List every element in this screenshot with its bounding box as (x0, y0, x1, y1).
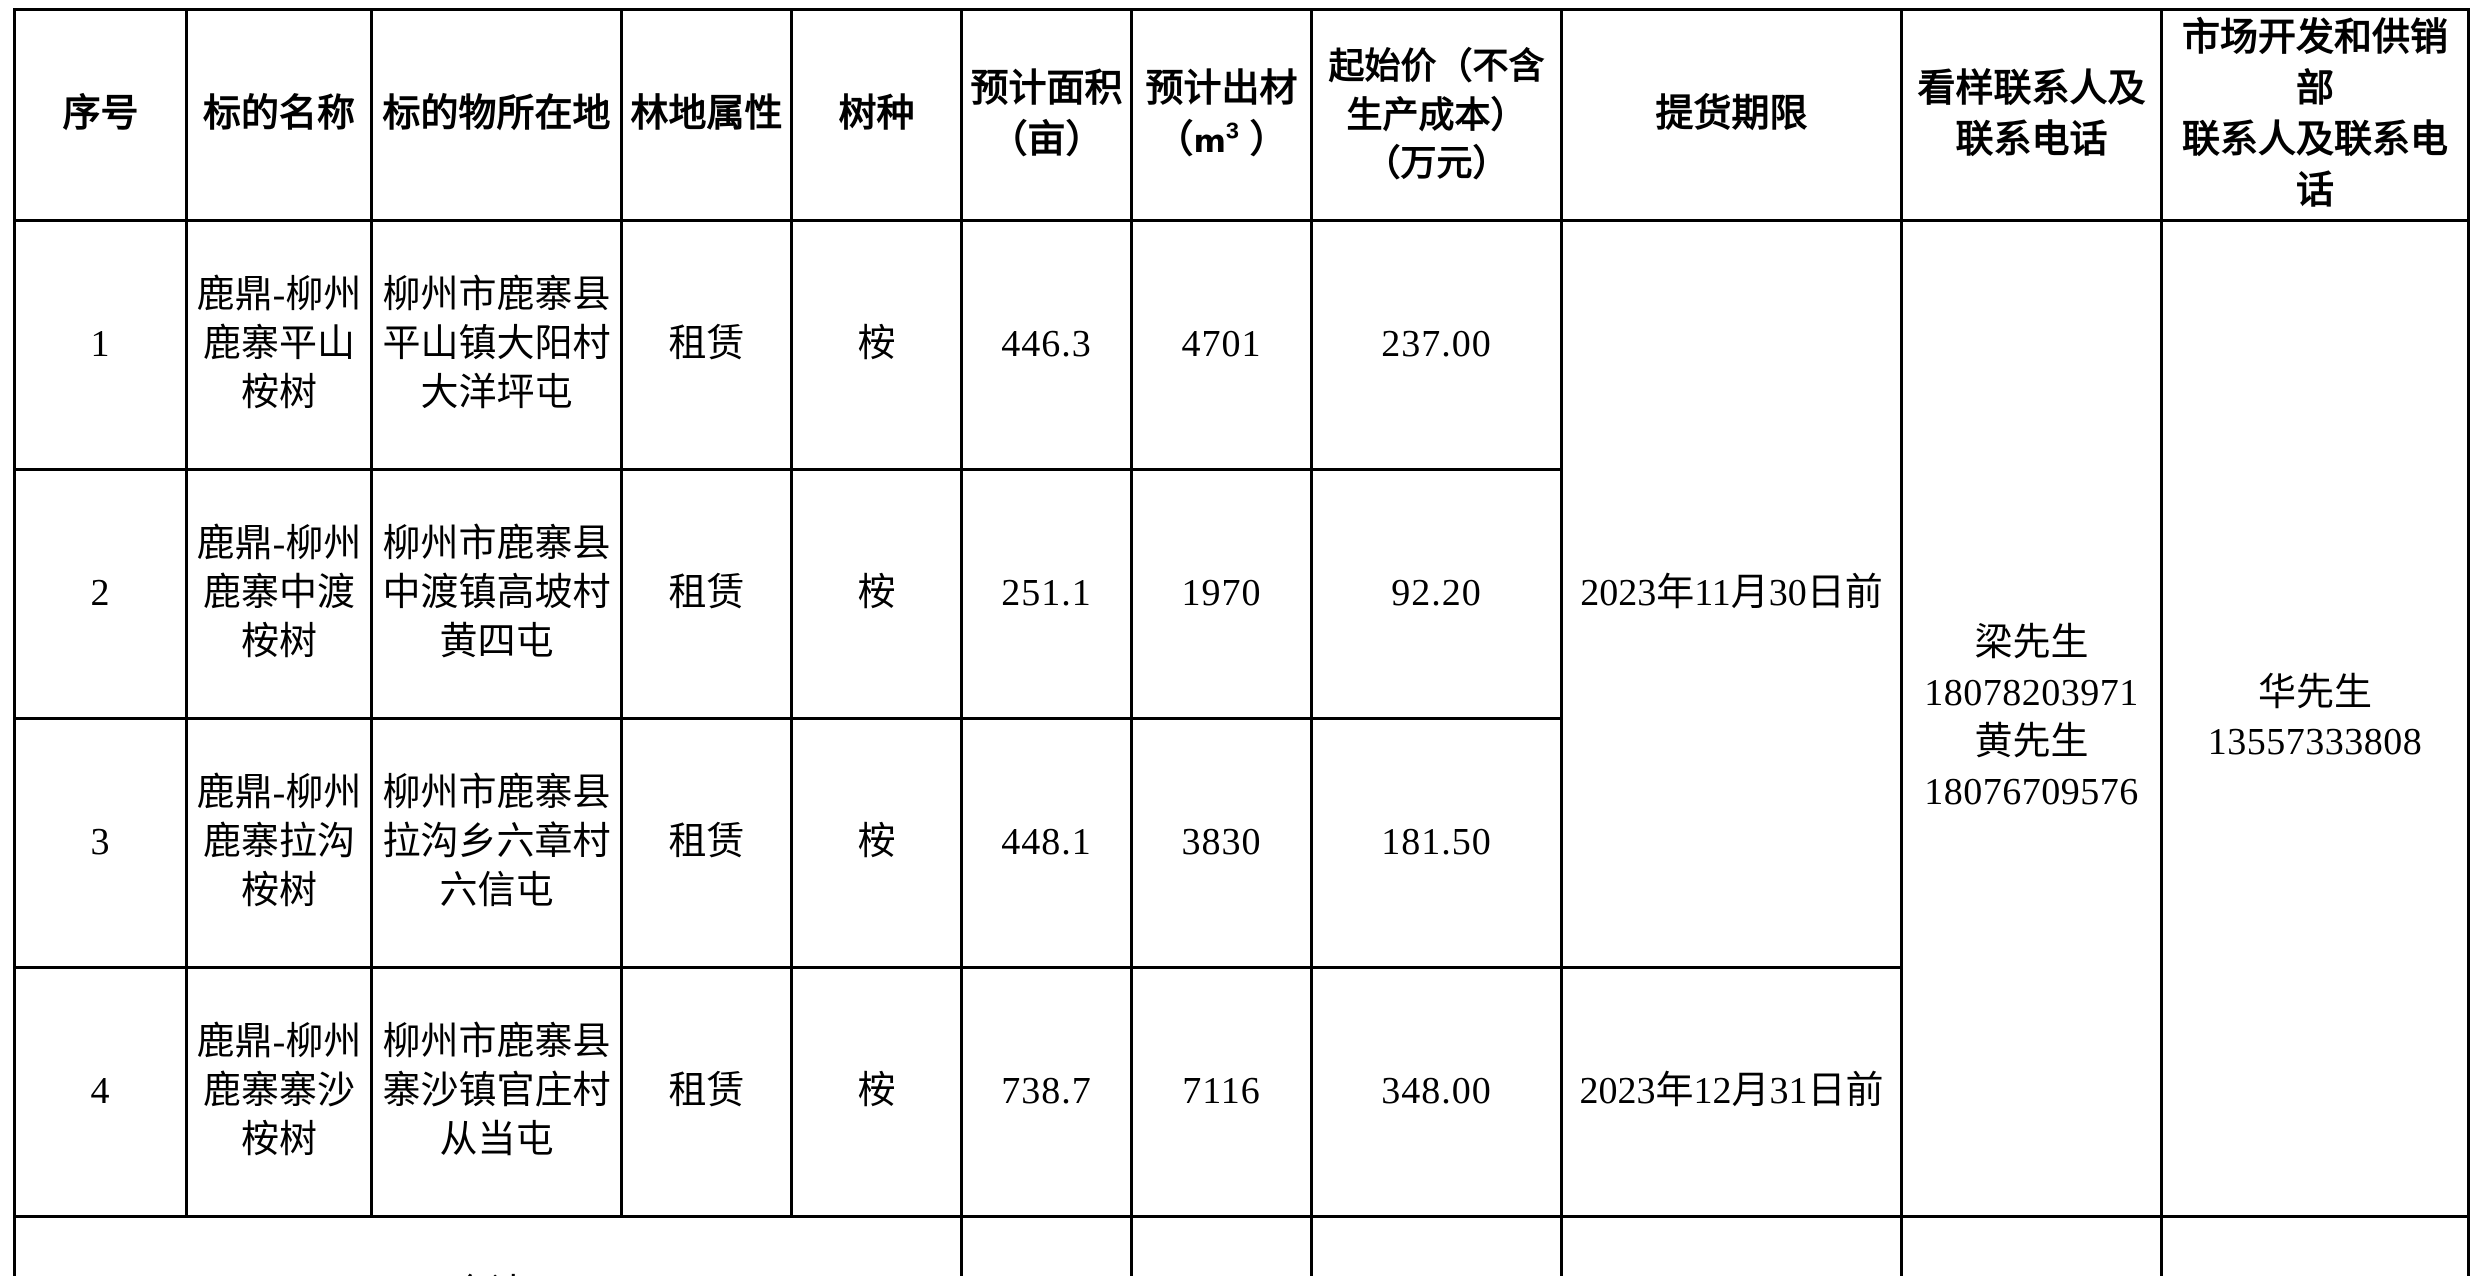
cell-lot-name: 鹿鼎-柳州鹿寨平山桉树 (185, 218, 373, 471)
total-market-contact-empty (2160, 1214, 2470, 1276)
table-row: 4 鹿鼎-柳州鹿寨寨沙桉树 柳州市鹿寨县寨沙镇官庄村从当屯 租赁 桉 738.7… (13, 965, 2469, 1218)
cell-estimated-volume: 4701 (1130, 218, 1313, 471)
viewing-contact-2-name: 黄先生 (1974, 721, 2089, 764)
header-viewing-line2: 联系电话 (1955, 118, 2108, 161)
table-total-row: 合计 1884.2 17617 858.7 (13, 1214, 2470, 1276)
cell-seq: 4 (13, 965, 188, 1218)
viewing-contact-1-name: 梁先生 (1974, 622, 2089, 665)
viewing-contact-1-phone: 18078203971 (1924, 671, 2139, 714)
header-cell-delivery-deadline: 提货期限 (1560, 8, 1903, 222)
header-area-line2: （亩） (989, 118, 1104, 161)
market-contact-name: 华先生 (2257, 671, 2372, 714)
cell-viewing-contact: 梁先生 18078203971 黄先生 18076709576 (1900, 218, 2163, 1218)
cell-lot-name: 鹿鼎-柳州鹿寨拉沟桉树 (185, 716, 373, 969)
cell-location: 柳州市鹿寨县寨沙镇官庄村从当屯 (370, 965, 623, 1218)
header-market-line2: 联系人及联系电话 (2181, 118, 2448, 212)
cell-lot-name: 鹿鼎-柳州鹿寨寨沙桉树 (185, 965, 373, 1218)
header-price-line3: （万元） (1364, 141, 1509, 183)
cell-tree-species: 桉 (790, 716, 963, 969)
header-volume-unit: m (1193, 123, 1226, 160)
header-price-line1: 起始价（不含 (1328, 45, 1545, 87)
total-start-price: 858.7 (1310, 1214, 1563, 1276)
cell-lot-name: 鹿鼎-柳州鹿寨中渡桉树 (185, 467, 373, 720)
cell-estimated-area: 738.7 (960, 965, 1133, 1218)
table-row: 3 鹿鼎-柳州鹿寨拉沟桉树 柳州市鹿寨县拉沟乡六章村六信屯 租赁 桉 448.1… (13, 716, 2469, 969)
total-viewing-contact-empty (1900, 1214, 2163, 1276)
header-cell-start-price: 起始价（不含 生产成本） （万元） (1310, 8, 1563, 222)
header-price-line2: 生产成本） (1346, 93, 1527, 135)
header-cell-estimated-area: 预计面积 （亩） (960, 8, 1133, 222)
cell-delivery-deadline-row-4: 2023年12月31日前 (1560, 965, 1903, 1218)
header-area-line1: 预计面积 (970, 67, 1123, 110)
header-cell-name: 标的名称 (185, 8, 373, 222)
cell-estimated-volume: 3830 (1130, 716, 1313, 969)
cell-land-attribute: 租赁 (620, 965, 793, 1218)
header-market-line1: 市场开发和供销部 (2181, 17, 2448, 110)
cell-land-attribute: 租赁 (620, 467, 793, 720)
cell-land-attribute: 租赁 (620, 218, 793, 471)
cell-estimated-area: 251.1 (960, 467, 1133, 720)
cell-estimated-volume: 1970 (1130, 467, 1313, 720)
forest-lot-table: 序号 标的名称 标的物所在地 林地属性 树种 预计面积 （亩） 预计出材 （m3… (13, 8, 2470, 1276)
header-volume-paren-open: （ (1155, 118, 1194, 161)
market-contact-phone: 13557333808 (2207, 721, 2423, 764)
header-viewing-line1: 看样联系人及 (1917, 67, 2146, 110)
viewing-contact-2-phone: 18076709576 (1924, 770, 2139, 813)
cell-start-price: 237.00 (1310, 218, 1563, 471)
header-cell-viewing-contact: 看样联系人及 联系电话 (1900, 8, 2163, 222)
header-cell-seq: 序号 (13, 8, 188, 222)
cell-estimated-area: 446.3 (960, 218, 1133, 471)
cell-seq: 2 (13, 467, 188, 720)
header-cell-land-attribute: 林地属性 (620, 8, 793, 222)
cell-estimated-area: 448.1 (960, 716, 1133, 969)
table-row: 1 鹿鼎-柳州鹿寨平山桉树 柳州市鹿寨县平山镇大阳村大洋坪屯 租赁 桉 446.… (13, 218, 2470, 1218)
cell-land-attribute: 租赁 (620, 716, 793, 969)
header-volume-superscript: 3 (1225, 117, 1240, 144)
total-estimated-area: 1884.2 (960, 1214, 1133, 1276)
table-header-row: 序号 标的名称 标的物所在地 林地属性 树种 预计面积 （亩） 预计出材 （m3… (13, 8, 2470, 222)
header-cell-market-contact: 市场开发和供销部 联系人及联系电话 (2160, 8, 2470, 222)
cell-market-contact: 华先生 13557333808 (2160, 218, 2470, 1218)
total-estimated-volume: 17617 (1130, 1214, 1313, 1276)
header-volume-line1: 预计出材 (1145, 67, 1298, 110)
header-cell-tree-species: 树种 (790, 8, 963, 222)
header-volume-paren-close: ） (1239, 118, 1288, 161)
total-label: 合计 (13, 1214, 963, 1276)
cell-location: 柳州市鹿寨县平山镇大阳村大洋坪屯 (370, 218, 623, 471)
cell-tree-species: 桉 (790, 965, 963, 1218)
total-deadline-empty (1560, 1214, 1903, 1276)
table-row: 2 鹿鼎-柳州鹿寨中渡桉树 柳州市鹿寨县中渡镇高坡村黄四屯 租赁 桉 251.1… (13, 467, 2469, 720)
cell-estimated-volume: 7116 (1130, 965, 1313, 1218)
cell-seq: 3 (13, 716, 188, 969)
cell-tree-species: 桉 (790, 467, 963, 720)
cell-start-price: 348.00 (1310, 965, 1563, 1218)
cell-delivery-deadline-rows-1-3: 2023年11月30日前 (1560, 218, 1903, 969)
cell-start-price: 92.20 (1310, 467, 1563, 720)
cell-location: 柳州市鹿寨县中渡镇高坡村黄四屯 (370, 467, 623, 720)
cell-location: 柳州市鹿寨县拉沟乡六章村六信屯 (370, 716, 623, 969)
header-volume-line2: （m3 ） (1137, 115, 1306, 166)
header-cell-estimated-volume: 预计出材 （m3 ） (1130, 8, 1313, 222)
header-cell-location: 标的物所在地 (370, 8, 623, 222)
cell-tree-species: 桉 (790, 218, 963, 471)
cell-seq: 1 (13, 218, 188, 471)
cell-start-price: 181.50 (1310, 716, 1563, 969)
